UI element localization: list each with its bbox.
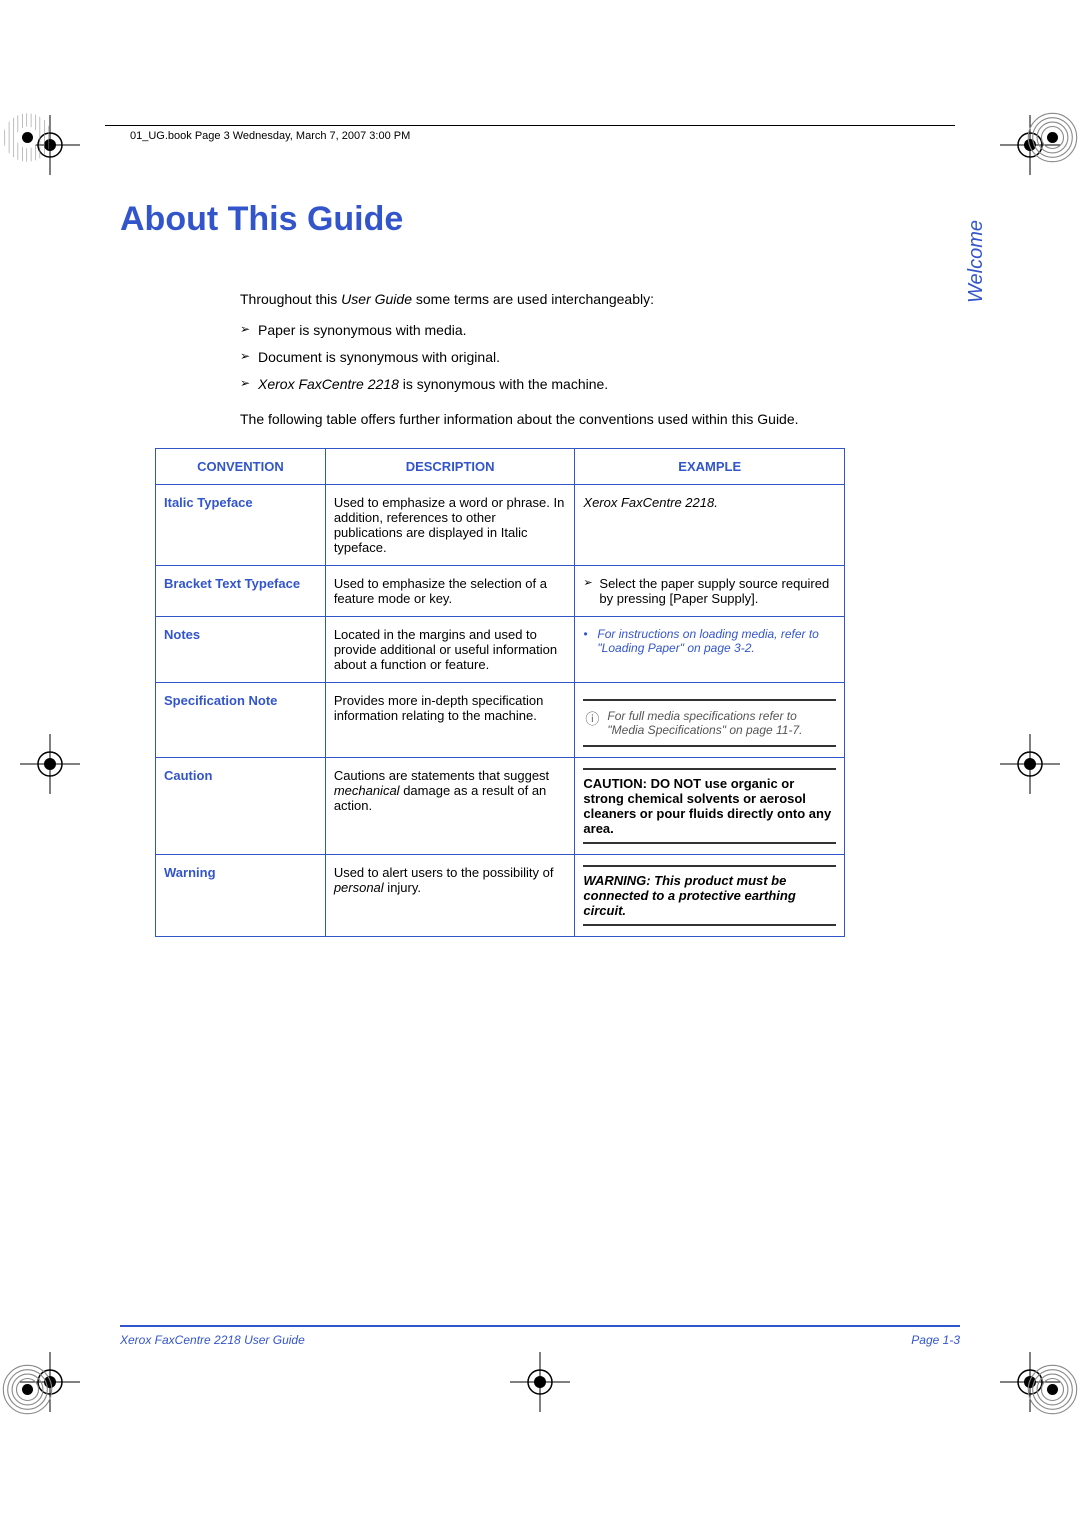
spec-note: For full media specifications refer to "…	[583, 699, 836, 747]
convention-name: Italic Typeface	[156, 485, 326, 566]
warning-text: WARNING: This product must be connected …	[583, 865, 836, 926]
convention-example: Select the paper supply source required …	[575, 566, 845, 617]
col-example: EXAMPLE	[575, 449, 845, 485]
convention-example: For instructions on loading media, refer…	[575, 617, 845, 683]
list-item: Paper is synonymous with media.	[240, 320, 960, 341]
convention-desc: Located in the margins and used to provi…	[325, 617, 575, 683]
text-italic: Xerox FaxCentre 2218	[258, 376, 399, 392]
text: Used to alert users to the possibility o…	[334, 865, 554, 880]
text: Throughout this	[240, 291, 341, 307]
crop-mark-icon	[20, 734, 80, 794]
text-italic: mechanical	[334, 783, 400, 798]
list-item: Xerox FaxCentre 2218 is synonymous with …	[240, 374, 960, 395]
conventions-table: CONVENTION DESCRIPTION EXAMPLE Italic Ty…	[155, 448, 845, 937]
convention-name: Notes	[156, 617, 326, 683]
table-row: Warning Used to alert users to the possi…	[156, 855, 845, 937]
running-head-rule	[105, 125, 955, 126]
text: Cautions are statements that suggest	[334, 768, 549, 783]
spiral-corner-icon	[0, 1362, 55, 1417]
synonym-list: Paper is synonymous with media. Document…	[240, 320, 960, 395]
note-text: For instructions on loading media, refer…	[583, 627, 836, 655]
footer-right: Page 1-3	[911, 1333, 960, 1347]
convention-example: For full media specifications refer to "…	[575, 683, 845, 758]
running-head: 01_UG.book Page 3 Wednesday, March 7, 20…	[130, 130, 410, 142]
intro-sentence: Throughout this User Guide some terms ar…	[240, 289, 960, 310]
text-italic: User Guide	[341, 291, 412, 307]
convention-example: Xerox FaxCentre 2218.	[575, 485, 845, 566]
table-row: Italic Typeface Used to emphasize a word…	[156, 485, 845, 566]
convention-desc: Used to alert users to the possibility o…	[325, 855, 575, 937]
spiral-corner-icon	[0, 110, 55, 165]
convention-example: WARNING: This product must be connected …	[575, 855, 845, 937]
list-item: Document is synonymous with original.	[240, 347, 960, 368]
text: some terms are used interchangeably:	[412, 291, 654, 307]
convention-desc: Used to emphasize a word or phrase. In a…	[325, 485, 575, 566]
table-row: Caution Cautions are statements that sug…	[156, 758, 845, 855]
crop-mark-icon	[1000, 734, 1060, 794]
convention-example: CAUTION: DO NOT use organic or strong ch…	[575, 758, 845, 855]
convention-name: Specification Note	[156, 683, 326, 758]
text-italic: personal	[334, 880, 384, 895]
col-convention: CONVENTION	[156, 449, 326, 485]
text: injury.	[384, 880, 421, 895]
text: Select the paper supply source required …	[583, 576, 836, 606]
table-row: Bracket Text Typeface Used to emphasize …	[156, 566, 845, 617]
spiral-corner-icon	[1025, 1362, 1080, 1417]
intro-after: The following table offers further infor…	[240, 409, 960, 430]
table-header-row: CONVENTION DESCRIPTION EXAMPLE	[156, 449, 845, 485]
footer-left: Xerox FaxCentre 2218 User Guide	[120, 1333, 305, 1347]
page-content: Welcome About This Guide Throughout this…	[120, 200, 960, 1367]
caution-text: CAUTION: DO NOT use organic or strong ch…	[583, 768, 836, 844]
table-row: Specification Note Provides more in-dept…	[156, 683, 845, 758]
col-description: DESCRIPTION	[325, 449, 575, 485]
table-row: Notes Located in the margins and used to…	[156, 617, 845, 683]
text: is synonymous with the machine.	[399, 376, 608, 392]
spiral-corner-icon	[1025, 110, 1080, 165]
page-title: About This Guide	[120, 200, 960, 239]
convention-name: Bracket Text Typeface	[156, 566, 326, 617]
convention-name: Warning	[156, 855, 326, 937]
intro-block: Throughout this User Guide some terms ar…	[240, 289, 960, 430]
convention-desc: Cautions are statements that suggest mec…	[325, 758, 575, 855]
convention-desc: Used to emphasize the selection of a fea…	[325, 566, 575, 617]
page-footer: Xerox FaxCentre 2218 User Guide Page 1-3	[120, 1325, 960, 1347]
convention-name: Caution	[156, 758, 326, 855]
convention-desc: Provides more in-depth specification inf…	[325, 683, 575, 758]
section-tab: Welcome	[965, 220, 988, 303]
